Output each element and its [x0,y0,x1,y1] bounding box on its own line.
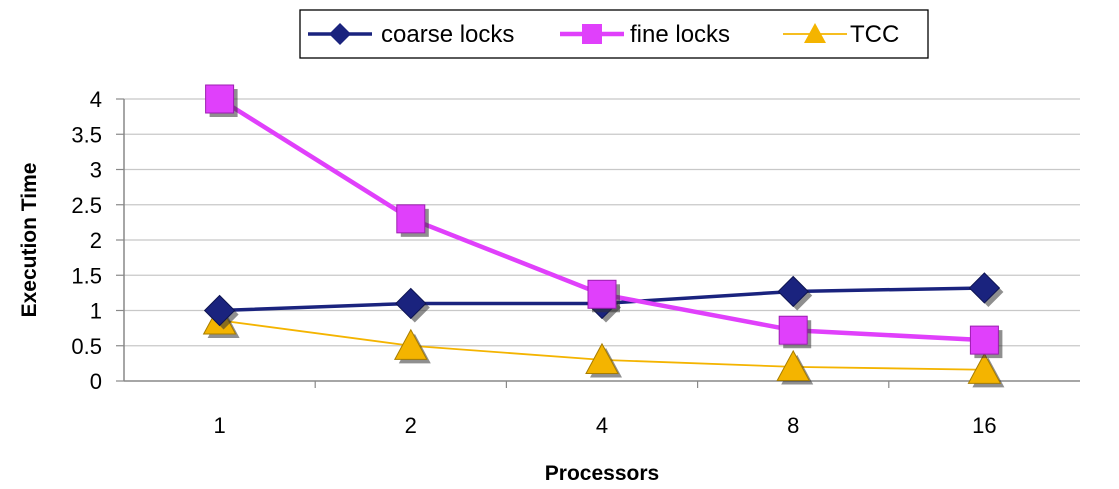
series-tcc [202,303,1005,388]
fine-locks-marker [969,325,999,355]
legend-item-coarse-locks: coarse locks [308,21,514,48]
y-axis-title: Execution Time [18,163,41,318]
y-axis-ticks: 0 0.5 1 1.5 2 2.5 3 3.5 4 [71,87,124,394]
tcc-marker [776,349,811,381]
coarse-locks-marker [203,294,236,327]
series-layer [202,84,1005,388]
y-tick-label: 2 [90,228,102,253]
fine-locks-marker [396,204,426,234]
x-tick-label: 16 [972,413,996,438]
y-tick-label: 1 [90,299,102,324]
legend: coarse locks fine locks TCC [299,9,929,59]
coarse-locks-marker [777,275,809,308]
legend-item-fine-locks: fine locks [560,21,730,48]
legend-square-icon [582,24,602,44]
tcc-marker [967,352,1002,384]
tcc-marker [585,342,619,374]
x-axis-title: Processors [545,462,659,485]
legend-diamond-icon [329,23,351,45]
x-tick-label: 4 [596,413,608,438]
y-tick-label: 3.5 [71,122,102,147]
x-tick-label: 8 [787,413,799,438]
tcc-marker [393,328,428,360]
x-tick-label: 2 [405,413,417,438]
x-axis-ticks: 1 2 4 8 16 [213,381,997,438]
series-fine-locks [205,84,1003,359]
y-tick-label: 1.5 [71,263,102,288]
x-tick-label: 1 [213,413,225,438]
fine-locks-marker [778,315,808,345]
legend-triangle-icon [804,23,826,43]
fine-locks-marker [205,84,235,114]
legend-item-tcc: TCC [783,21,899,48]
legend-label: TCC [850,21,899,48]
y-tick-label: 0.5 [71,334,102,359]
y-tick-label: 4 [90,87,102,112]
coarse-locks-marker [395,287,427,320]
legend-label: coarse locks [381,21,514,48]
fine-locks-marker [587,279,617,309]
coarse-locks-marker [968,272,1001,304]
y-tick-label: 3 [90,158,102,183]
y-tick-label: 0 [90,369,102,394]
y-tick-label: 2.5 [71,193,102,218]
legend-label: fine locks [630,21,730,48]
